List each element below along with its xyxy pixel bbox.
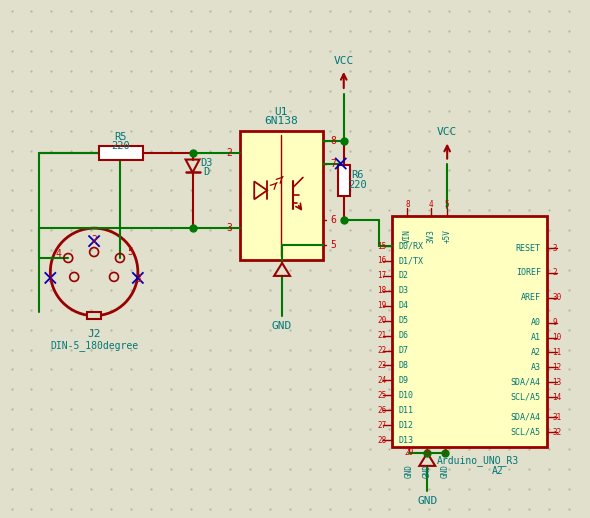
Text: A0: A0 — [530, 318, 540, 327]
Bar — [392, 216, 547, 447]
Text: 12: 12 — [553, 363, 562, 372]
Text: 1: 1 — [47, 274, 53, 284]
Text: R6: R6 — [352, 170, 364, 180]
Text: +5V: +5V — [442, 229, 452, 243]
Text: 6: 6 — [331, 215, 337, 225]
Text: D5: D5 — [398, 316, 408, 325]
Text: 3: 3 — [135, 274, 141, 284]
Text: 16: 16 — [377, 256, 386, 266]
Text: D13: D13 — [398, 436, 414, 444]
Text: 7: 7 — [443, 449, 447, 457]
Text: 6N138: 6N138 — [264, 116, 298, 126]
Bar — [240, 131, 323, 260]
Text: 22: 22 — [377, 346, 386, 355]
Text: 17: 17 — [377, 271, 386, 280]
Text: D0/RX: D0/RX — [398, 241, 424, 251]
Text: 31: 31 — [553, 413, 562, 422]
Text: 5: 5 — [445, 200, 450, 209]
Text: 28: 28 — [377, 436, 386, 444]
Text: VIN: VIN — [403, 229, 412, 243]
Text: 3V3: 3V3 — [427, 229, 436, 243]
Text: 32: 32 — [553, 427, 562, 437]
Text: D12: D12 — [398, 421, 414, 429]
Text: GND: GND — [423, 464, 432, 478]
Text: SCL/A5: SCL/A5 — [511, 427, 540, 437]
Text: 3: 3 — [553, 243, 557, 253]
Text: SDA/A4: SDA/A4 — [511, 413, 540, 422]
Text: 2: 2 — [91, 235, 97, 245]
Text: D3: D3 — [398, 286, 408, 295]
Text: R5: R5 — [114, 132, 127, 141]
Text: 9: 9 — [553, 318, 557, 327]
Text: A2: A2 — [491, 466, 503, 476]
Text: 14: 14 — [553, 393, 562, 402]
Text: A2: A2 — [530, 348, 540, 357]
Text: GND: GND — [272, 321, 292, 330]
Text: U1: U1 — [274, 107, 288, 117]
Text: 25: 25 — [377, 391, 386, 400]
Text: A3: A3 — [530, 363, 540, 372]
Text: D7: D7 — [398, 346, 408, 355]
Text: 29: 29 — [405, 449, 414, 457]
Text: RESET: RESET — [516, 243, 540, 253]
Text: D6: D6 — [398, 331, 408, 340]
Text: 18: 18 — [377, 286, 386, 295]
Text: 220: 220 — [112, 140, 130, 151]
Text: D1/TX: D1/TX — [398, 256, 424, 266]
Text: 8: 8 — [405, 200, 409, 209]
Text: 5: 5 — [331, 240, 337, 250]
Text: 3: 3 — [227, 223, 232, 233]
Text: 2: 2 — [553, 268, 557, 278]
Text: 19: 19 — [377, 301, 386, 310]
Text: D8: D8 — [398, 361, 408, 370]
Text: GND: GND — [417, 496, 437, 506]
Text: GND: GND — [441, 464, 450, 478]
Text: VCC: VCC — [437, 127, 457, 137]
Text: DIN-5_180degree: DIN-5_180degree — [50, 340, 138, 351]
Bar — [337, 165, 350, 196]
Text: SDA/A4: SDA/A4 — [511, 378, 540, 387]
Text: 4: 4 — [55, 249, 61, 259]
Bar — [99, 146, 143, 160]
Text: 6: 6 — [425, 449, 430, 457]
Text: 23: 23 — [377, 361, 386, 370]
Text: D: D — [204, 167, 209, 178]
Text: 26: 26 — [377, 406, 386, 415]
Text: D9: D9 — [398, 376, 408, 385]
Text: 5: 5 — [127, 247, 133, 257]
Text: 24: 24 — [377, 376, 386, 385]
Bar — [87, 312, 101, 319]
Text: D10: D10 — [398, 391, 414, 400]
Text: 10: 10 — [553, 333, 562, 342]
Text: 27: 27 — [377, 421, 386, 429]
Text: D11: D11 — [398, 406, 414, 415]
Text: SCL/A5: SCL/A5 — [511, 393, 540, 402]
Text: 4: 4 — [429, 200, 434, 209]
Text: D2: D2 — [398, 271, 408, 280]
Text: 13: 13 — [553, 378, 562, 387]
Text: IOREF: IOREF — [516, 268, 540, 278]
Text: 21: 21 — [377, 331, 386, 340]
Text: AREF: AREF — [521, 293, 540, 303]
Text: A1: A1 — [530, 333, 540, 342]
Text: 7: 7 — [331, 159, 337, 168]
Text: 30: 30 — [553, 293, 562, 303]
Text: 20: 20 — [377, 316, 386, 325]
Text: 8: 8 — [331, 136, 337, 146]
Text: J2: J2 — [87, 328, 101, 339]
Text: 11: 11 — [553, 348, 562, 357]
Text: 2: 2 — [227, 148, 232, 157]
Text: 220: 220 — [348, 180, 367, 191]
Text: Arduino_UNO_R3: Arduino_UNO_R3 — [437, 455, 519, 466]
Text: VCC: VCC — [333, 56, 354, 66]
Text: 15: 15 — [377, 241, 386, 251]
Text: D3: D3 — [200, 157, 213, 167]
Text: GND: GND — [405, 464, 414, 478]
Text: D4: D4 — [398, 301, 408, 310]
